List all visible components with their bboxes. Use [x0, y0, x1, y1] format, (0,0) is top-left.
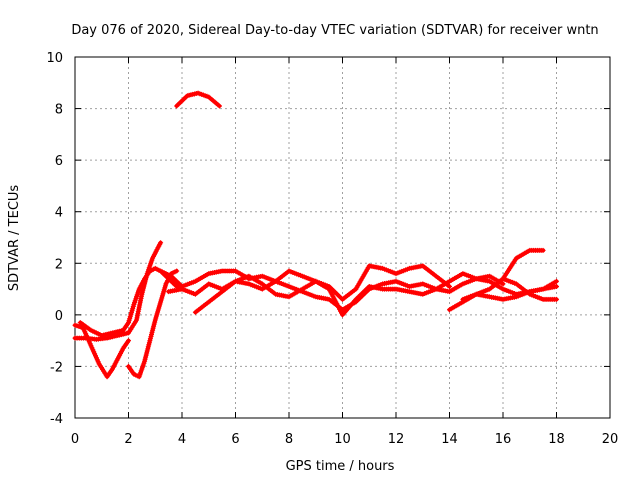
series-trace [126, 268, 180, 380]
y-tick-label: 0 [55, 309, 63, 324]
x-tick-label: 0 [71, 432, 79, 447]
series-markers [174, 90, 222, 109]
x-tick-label: 18 [548, 432, 565, 447]
x-tick-label: 2 [124, 432, 132, 447]
series-layer [72, 90, 559, 380]
series-markers [126, 268, 180, 380]
chart-title: Day 076 of 2020, Sidereal Day-to-day VTE… [71, 23, 598, 38]
y-tick-label: -4 [50, 412, 63, 427]
y-tick-label: 2 [55, 257, 63, 272]
series-trace [72, 322, 131, 380]
series-trace [174, 90, 222, 109]
y-axis-label: SDTVAR / TECUs [7, 185, 22, 292]
x-tick-label: 16 [495, 432, 512, 447]
x-tick-label: 20 [602, 432, 619, 447]
grid-layer [75, 57, 610, 418]
series-trace [158, 263, 452, 302]
x-tick-label: 6 [231, 432, 239, 447]
series-trace [500, 276, 559, 302]
y-tick-label: -2 [50, 360, 63, 375]
series-trace [72, 240, 164, 342]
x-tick-label: 14 [441, 432, 458, 447]
x-tick-label: 12 [388, 432, 405, 447]
x-axis-label: GPS time / hours [286, 459, 395, 474]
x-tick-label: 10 [334, 432, 351, 447]
y-tick-label: 10 [46, 51, 63, 66]
tick-layer: 0 2 4 6 8 10 12 14 16 18 20 -4 -2 0 2 4 6 8 10 [46, 51, 618, 447]
y-tick-label: 8 [55, 103, 63, 118]
series-markers [192, 271, 506, 318]
series-trace [192, 271, 506, 318]
x-tick-label: 8 [285, 432, 293, 447]
series-markers [72, 322, 131, 380]
series-trace [460, 278, 559, 302]
series-markers [158, 263, 452, 302]
series-markers [500, 276, 559, 302]
y-tick-label: 6 [55, 154, 63, 169]
series-line [73, 240, 163, 342]
series-trace [77, 265, 185, 338]
y-tick-label: 4 [55, 206, 63, 221]
x-tick-label: 4 [178, 432, 186, 447]
